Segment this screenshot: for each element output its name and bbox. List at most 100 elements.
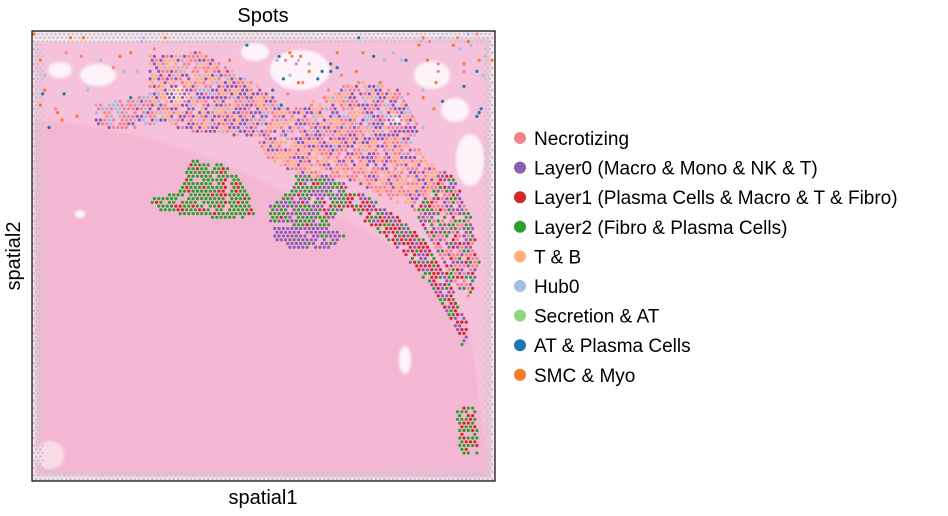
spot-point bbox=[331, 96, 335, 100]
spot-point bbox=[372, 129, 376, 133]
spot-point bbox=[245, 118, 249, 122]
background-spot bbox=[441, 32, 444, 36]
spot-point bbox=[410, 204, 414, 208]
spot-point bbox=[449, 294, 453, 298]
spot-point bbox=[337, 174, 341, 178]
spot-point bbox=[232, 193, 236, 197]
spot-point bbox=[273, 114, 277, 118]
spot-point bbox=[432, 197, 436, 201]
spot-point bbox=[436, 219, 440, 223]
spot-point bbox=[268, 129, 273, 133]
background-spot bbox=[151, 477, 154, 481]
background-spot bbox=[32, 429, 36, 432]
spot-point bbox=[458, 286, 462, 290]
spot-point bbox=[352, 96, 356, 100]
background-spot bbox=[34, 216, 38, 219]
spot-point bbox=[221, 92, 225, 96]
spot-point bbox=[357, 36, 361, 40]
spot-point bbox=[230, 122, 234, 126]
spot-point bbox=[170, 99, 174, 103]
spot-point bbox=[365, 208, 369, 212]
spot-point bbox=[206, 125, 210, 130]
spot-point bbox=[389, 137, 393, 141]
spot-point bbox=[249, 81, 253, 85]
spot-point bbox=[165, 107, 169, 111]
background-spot bbox=[41, 115, 44, 118]
background-spot bbox=[310, 36, 313, 39]
background-spot bbox=[490, 433, 494, 436]
background-spot bbox=[32, 309, 36, 313]
background-spot bbox=[37, 436, 40, 440]
background-spot bbox=[484, 115, 487, 118]
spot-point bbox=[322, 215, 326, 219]
background-spot bbox=[445, 32, 449, 36]
background-spot bbox=[37, 47, 40, 51]
spot-point bbox=[460, 320, 464, 324]
spot-point bbox=[225, 84, 230, 88]
spot-point bbox=[382, 125, 387, 130]
background-spot bbox=[484, 444, 487, 447]
spot-point bbox=[406, 167, 410, 171]
background-spot bbox=[166, 32, 169, 36]
spot-point bbox=[305, 238, 309, 242]
spot-point bbox=[219, 111, 223, 115]
background-spot bbox=[39, 231, 42, 234]
spot-point bbox=[232, 73, 236, 77]
spot-point bbox=[172, 81, 176, 85]
spot-point bbox=[451, 215, 455, 219]
spot-point bbox=[204, 114, 208, 118]
spot-point bbox=[178, 189, 182, 193]
background-spot bbox=[34, 320, 38, 324]
background-spot bbox=[488, 212, 492, 215]
background-spot bbox=[49, 474, 53, 477]
legend-label: Layer0 (Macro & Mono & NK & T) bbox=[534, 159, 818, 180]
spot-point bbox=[245, 111, 249, 115]
background-spot bbox=[125, 36, 128, 39]
background-spot bbox=[346, 40, 350, 43]
background-spot bbox=[39, 328, 42, 331]
spot-point bbox=[447, 298, 451, 302]
spot-point bbox=[391, 215, 395, 219]
background-spot bbox=[123, 40, 126, 43]
spot-point bbox=[357, 133, 361, 137]
spot-point bbox=[438, 36, 442, 40]
background-spot bbox=[464, 477, 468, 481]
spot-point bbox=[309, 185, 313, 189]
spot-point bbox=[458, 421, 462, 425]
spot-point bbox=[193, 88, 197, 92]
background-spot bbox=[447, 470, 451, 474]
spot-point bbox=[406, 226, 410, 231]
background-spot bbox=[127, 32, 130, 36]
spot-point bbox=[393, 182, 397, 186]
spot-point bbox=[299, 167, 303, 171]
spot-point bbox=[335, 66, 339, 70]
spot-point bbox=[307, 212, 311, 216]
background-spot bbox=[170, 32, 173, 36]
spot-point bbox=[247, 99, 251, 103]
spot-point bbox=[167, 88, 172, 92]
legend-label: SMC & Myo bbox=[534, 366, 635, 387]
background-spot bbox=[488, 287, 492, 290]
spot-point bbox=[309, 118, 313, 122]
spot-point bbox=[333, 144, 337, 148]
spot-point bbox=[428, 271, 432, 275]
background-spot bbox=[224, 477, 227, 481]
background-spot bbox=[101, 474, 105, 477]
background-spot bbox=[484, 107, 487, 111]
spot-point bbox=[331, 238, 335, 242]
spot-point bbox=[288, 193, 292, 197]
spot-point bbox=[316, 197, 320, 201]
background-spot bbox=[32, 339, 36, 343]
background-spot bbox=[385, 32, 388, 36]
background-spot bbox=[86, 470, 89, 474]
background-spot bbox=[256, 32, 259, 36]
background-spot bbox=[376, 40, 380, 43]
background-spot bbox=[486, 358, 490, 361]
background-spot bbox=[228, 477, 231, 481]
spot-point bbox=[372, 114, 376, 118]
spot-point bbox=[434, 275, 438, 279]
spot-point bbox=[378, 215, 382, 219]
spot-point bbox=[327, 185, 331, 189]
background-spot bbox=[32, 391, 36, 395]
spot-point bbox=[118, 107, 122, 111]
